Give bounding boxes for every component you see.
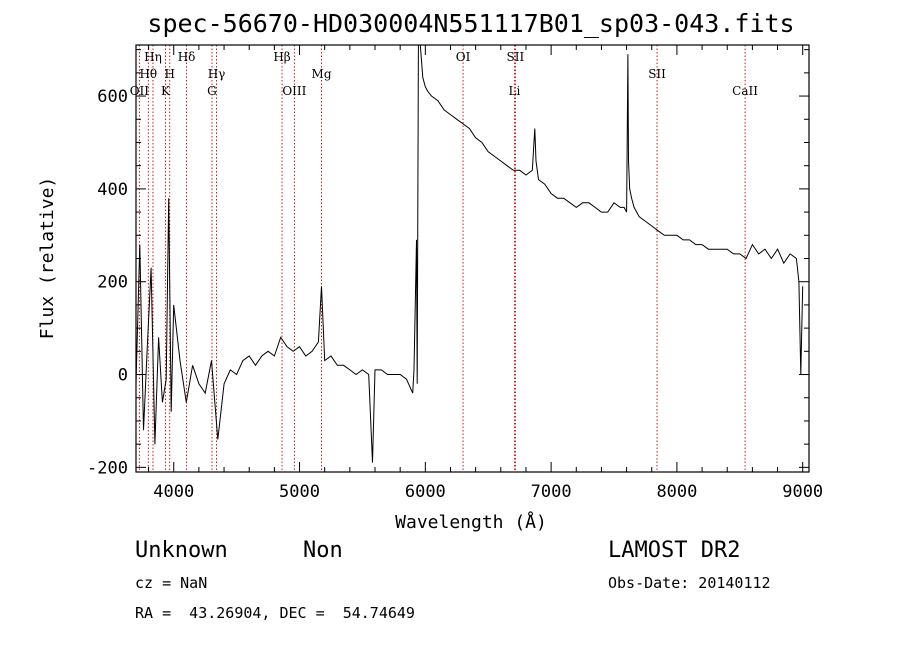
x-tick-label: 8000: [656, 482, 697, 502]
spectral-line-label: Hη: [144, 50, 162, 64]
object-class: Non: [303, 538, 343, 563]
spectral-line-label: Li: [508, 84, 520, 98]
x-tick-label: 5000: [279, 482, 320, 502]
spectral-line-label: Mg: [312, 67, 332, 81]
spectrum-series-line: [135, 44, 804, 463]
x-tick-label: 9000: [782, 482, 823, 502]
redshift-cz: cz = NaN: [135, 574, 208, 592]
survey-name: LAMOST DR2: [608, 538, 741, 563]
spectral-line-label: SII: [648, 67, 666, 81]
spectral-line-label: Hγ: [208, 67, 226, 81]
x-axis-label: Wavelength (Å): [395, 511, 547, 533]
object-name: Unknown: [135, 538, 228, 563]
y-tick-label: 0: [118, 366, 128, 386]
y-axis-label: Flux (relative): [37, 177, 58, 340]
y-tick-label: 200: [97, 273, 128, 293]
plot-frame: [135, 44, 810, 473]
x-tick-label: 6000: [405, 482, 446, 502]
y-axis-ticks: -200 0 200 400 600: [87, 49, 809, 478]
coordinates: RA = 43.26904, DEC = 54.74649: [135, 604, 415, 622]
spectral-line-label: CaII: [732, 84, 758, 98]
y-tick-label: 400: [97, 180, 128, 200]
spectral-line-label: Hθ: [139, 67, 157, 81]
x-tick-label: 4000: [153, 482, 194, 502]
spectral-line-label: K: [161, 84, 171, 98]
spectral-line-label: SII: [507, 50, 525, 64]
spectral-line-label: Hδ: [178, 50, 196, 64]
x-tick-label: 7000: [531, 482, 572, 502]
observation-date: Obs-Date: 20140112: [608, 574, 771, 592]
y-tick-label: -200: [87, 458, 128, 478]
chart-title: spec-56670-HD030004N551117B01_sp03-043.f…: [147, 9, 794, 38]
spectral-line-label: OIII: [282, 84, 306, 98]
spectral-line-label: OI: [456, 50, 471, 64]
spectral-line-labels: OII Hθ Hη KH Hδ G Hγ Hβ OIII Mg OI SII Li SII CaII: [130, 50, 759, 98]
spectral-line-markers: [138, 45, 746, 472]
y-tick-label: 600: [97, 87, 128, 107]
spectral-line-label: Hβ: [273, 50, 290, 64]
spectral-line-label: H: [164, 67, 174, 81]
x-axis-ticks: 4000 5000 6000 7000 8000 9000: [148, 45, 823, 502]
spectral-line-label: OII: [130, 84, 150, 98]
spectral-line-label: G: [207, 84, 217, 98]
